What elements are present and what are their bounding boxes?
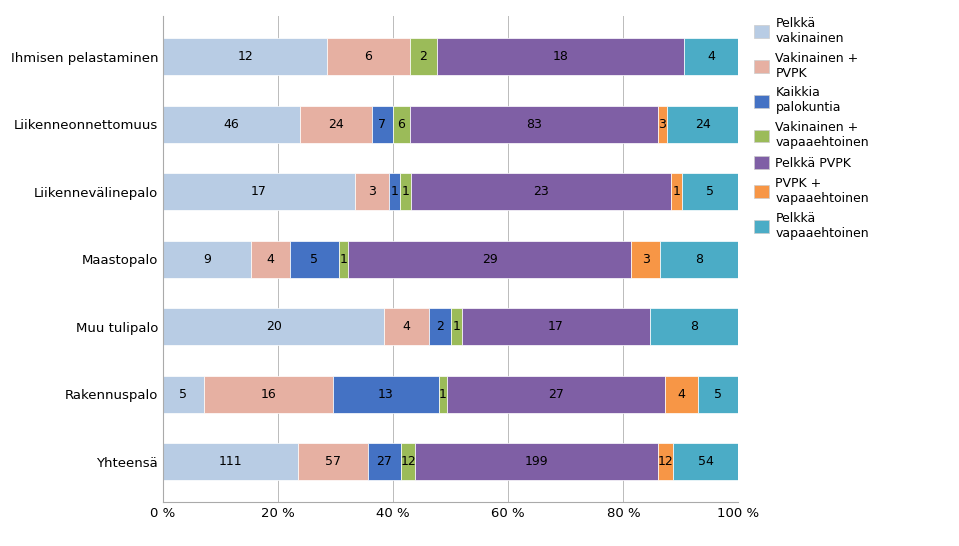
Text: 57: 57	[325, 455, 341, 468]
Text: 3: 3	[368, 185, 376, 198]
Bar	[203, 376, 333, 413]
Text: 5: 5	[706, 185, 714, 198]
Text: 23: 23	[533, 185, 549, 198]
Bar	[388, 173, 400, 210]
Text: 18: 18	[552, 50, 569, 63]
Bar	[429, 308, 451, 346]
Text: 1: 1	[339, 253, 347, 266]
Bar	[661, 241, 738, 278]
Text: 8: 8	[695, 253, 703, 266]
Bar	[400, 173, 411, 210]
Bar	[355, 173, 388, 210]
Text: 5: 5	[179, 388, 187, 401]
Bar	[368, 443, 401, 480]
Text: 5: 5	[714, 388, 722, 401]
Text: 2: 2	[419, 50, 428, 63]
Text: 24: 24	[328, 118, 344, 131]
Text: 4: 4	[678, 388, 686, 401]
Bar	[251, 241, 290, 278]
Bar	[300, 106, 372, 143]
Text: 3: 3	[659, 118, 667, 131]
Bar	[672, 443, 738, 480]
Text: 4: 4	[267, 253, 274, 266]
Text: 1: 1	[438, 388, 447, 401]
Bar	[411, 173, 670, 210]
Bar	[163, 443, 298, 480]
Bar	[410, 106, 658, 143]
Bar	[163, 38, 327, 75]
Text: 2: 2	[435, 321, 444, 334]
Text: 9: 9	[203, 253, 211, 266]
Text: 20: 20	[266, 321, 282, 334]
Text: 13: 13	[378, 388, 394, 401]
Bar	[682, 173, 738, 210]
Bar	[163, 376, 203, 413]
Bar	[658, 443, 672, 480]
Text: 5: 5	[310, 253, 318, 266]
Bar	[415, 443, 658, 480]
Text: 27: 27	[376, 455, 392, 468]
Text: 111: 111	[219, 455, 243, 468]
Text: 8: 8	[690, 321, 698, 334]
Text: 12: 12	[658, 455, 673, 468]
Bar	[290, 241, 339, 278]
Bar	[438, 376, 447, 413]
Bar	[348, 241, 631, 278]
Text: 199: 199	[525, 455, 549, 468]
Text: 17: 17	[251, 185, 267, 198]
Bar	[451, 308, 462, 346]
Text: 7: 7	[378, 118, 386, 131]
Bar	[437, 38, 684, 75]
Text: 1: 1	[453, 321, 460, 334]
Text: 46: 46	[223, 118, 240, 131]
Bar	[658, 106, 667, 143]
Bar	[401, 443, 415, 480]
Bar	[667, 106, 738, 143]
Text: 1: 1	[390, 185, 398, 198]
Text: 1: 1	[672, 185, 680, 198]
Bar	[666, 376, 698, 413]
Bar	[163, 173, 355, 210]
Bar	[385, 308, 429, 346]
Text: 17: 17	[548, 321, 564, 334]
Text: 4: 4	[403, 321, 410, 334]
Bar	[163, 241, 251, 278]
Text: 6: 6	[364, 50, 372, 63]
Text: 54: 54	[697, 455, 713, 468]
Bar	[447, 376, 666, 413]
Text: 29: 29	[481, 253, 498, 266]
Bar	[392, 106, 410, 143]
Text: 12: 12	[238, 50, 253, 63]
Bar	[298, 443, 368, 480]
Bar	[372, 106, 392, 143]
Bar	[409, 38, 437, 75]
Legend: Pelkkä
vakinainen, Vakinainen +
PVPK, Kaikkia
palokuntia, Vakinainen +
vapaaehto: Pelkkä vakinainen, Vakinainen + PVPK, Ka…	[751, 13, 873, 244]
Bar	[333, 376, 438, 413]
Text: 6: 6	[398, 118, 406, 131]
Bar	[163, 308, 385, 346]
Bar	[698, 376, 738, 413]
Bar	[684, 38, 738, 75]
Bar	[670, 173, 682, 210]
Bar	[650, 308, 738, 346]
Text: 1: 1	[402, 185, 409, 198]
Bar	[163, 106, 300, 143]
Bar	[462, 308, 650, 346]
Text: 27: 27	[549, 388, 564, 401]
Text: 24: 24	[694, 118, 711, 131]
Text: 83: 83	[526, 118, 542, 131]
Text: 4: 4	[707, 50, 715, 63]
Text: 3: 3	[642, 253, 649, 266]
Text: 16: 16	[261, 388, 276, 401]
Text: 12: 12	[400, 455, 416, 468]
Bar	[327, 38, 409, 75]
Bar	[631, 241, 661, 278]
Bar	[339, 241, 348, 278]
